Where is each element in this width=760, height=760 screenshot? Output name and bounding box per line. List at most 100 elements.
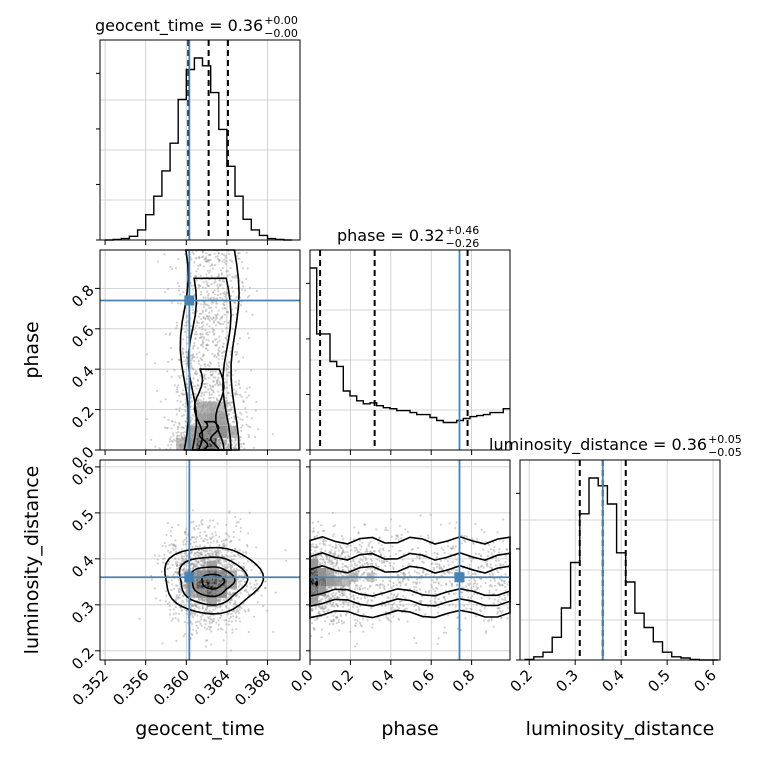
sample-point [210, 549, 213, 552]
sample-point [341, 601, 344, 604]
sample-point [201, 553, 204, 556]
sample-point [246, 560, 249, 563]
sample-point [206, 343, 209, 346]
sample-point [192, 377, 195, 380]
sample-point [228, 445, 231, 448]
sample-point [178, 563, 182, 567]
ylabel-phase: phase [21, 321, 43, 378]
sample-point [179, 443, 182, 446]
sample-point [234, 353, 237, 356]
sample-point [210, 446, 213, 449]
sample-point [341, 568, 344, 572]
sample-point [238, 538, 241, 542]
sample-point [238, 257, 241, 260]
sample-point [184, 402, 187, 405]
sample-point [392, 584, 395, 588]
sample-point [327, 558, 330, 562]
sample-point [323, 583, 326, 586]
sample-point [229, 591, 232, 594]
sample-point [165, 594, 168, 597]
sample-point [218, 283, 221, 286]
density-cell [310, 577, 319, 587]
sample-point [175, 391, 178, 394]
sample-point [354, 564, 357, 567]
sample-point [192, 385, 195, 388]
sample-point [472, 585, 475, 588]
sample-point [357, 570, 360, 574]
sample-point [179, 433, 183, 436]
title-luminosity-distance: luminosity_distance = 0.36 [489, 435, 707, 455]
sample-point [318, 542, 321, 545]
sample-point [194, 441, 197, 444]
sample-point [502, 563, 505, 566]
sample-point [190, 362, 193, 365]
sample-point [256, 601, 259, 604]
sample-point [193, 528, 196, 531]
sample-point [235, 296, 238, 299]
sample-point [224, 439, 227, 442]
sample-point [207, 441, 210, 444]
sample-point [166, 602, 169, 605]
sample-point [212, 416, 215, 420]
sample-point [218, 364, 221, 367]
sample-point [233, 301, 237, 304]
sample-point [337, 591, 340, 594]
sample-point [217, 275, 220, 278]
sample-point [180, 432, 183, 435]
sample-point [234, 380, 237, 383]
sample-point [216, 420, 219, 423]
title-phase: phase = 0.32 [337, 226, 444, 245]
sample-point [182, 594, 185, 597]
sample-point [205, 338, 208, 341]
sample-point [336, 559, 339, 562]
sample-point [216, 582, 219, 585]
sample-point [190, 396, 193, 399]
sample-point [211, 264, 214, 267]
sample-point [211, 532, 214, 536]
sample-point [221, 585, 224, 589]
sample-point [191, 311, 194, 314]
sample-point [206, 282, 209, 285]
sample-point [433, 551, 436, 555]
sample-point [214, 549, 217, 553]
sample-point [197, 579, 200, 582]
sample-point [212, 540, 215, 543]
sample-point [225, 440, 228, 443]
sample-point [228, 401, 231, 404]
sample-point [211, 267, 214, 270]
sample-point [216, 522, 219, 525]
sample-point [350, 564, 353, 567]
density-cell [326, 568, 335, 578]
sample-point [356, 551, 359, 554]
sample-point [312, 552, 315, 555]
sample-point [413, 585, 416, 588]
sample-point [194, 274, 197, 277]
sample-point [191, 562, 194, 565]
sample-point [212, 376, 215, 379]
sample-point [432, 566, 435, 569]
sample-point [205, 627, 209, 631]
sample-point [416, 581, 419, 584]
sample-point [230, 407, 233, 411]
sample-point [230, 540, 233, 543]
sample-point [186, 351, 189, 354]
sample-point [200, 409, 203, 412]
sample-point [221, 297, 224, 300]
sample-point [256, 583, 259, 586]
sample-point [201, 391, 204, 394]
sample-point [231, 615, 234, 618]
sample-point [168, 613, 172, 616]
sample-point [213, 560, 216, 563]
sample-point [169, 265, 172, 268]
sample-point [219, 443, 222, 446]
sample-point [204, 406, 207, 409]
sample-point [201, 560, 204, 563]
truth-marker [184, 295, 195, 306]
sample-point [356, 605, 359, 609]
sample-point [172, 438, 175, 441]
sample-point [209, 544, 212, 547]
sample-point [205, 639, 208, 642]
sample-point [213, 411, 216, 414]
sample-point [198, 263, 201, 266]
sample-point [224, 256, 227, 259]
